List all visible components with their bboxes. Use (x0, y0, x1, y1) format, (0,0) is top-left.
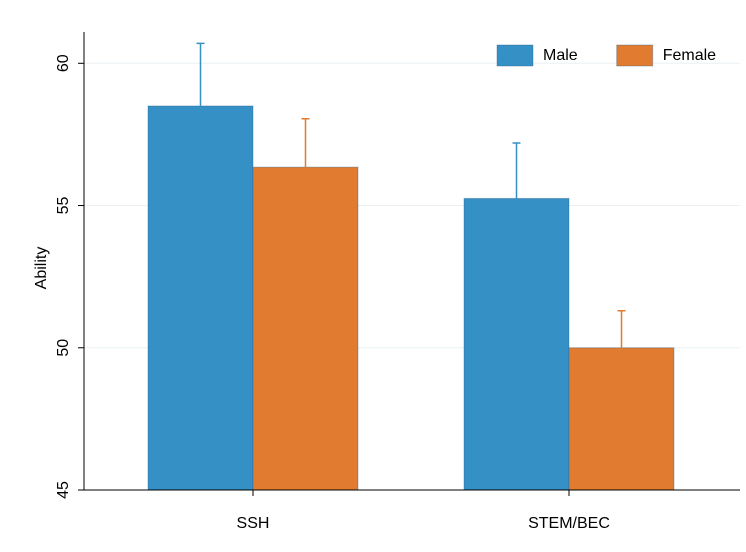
legend-swatch (496, 44, 534, 67)
bar (252, 166, 359, 491)
y-tick-label: 50 (55, 339, 72, 357)
error-bar (301, 118, 310, 217)
y-tick-label: 60 (55, 54, 72, 72)
error-bar (512, 142, 521, 255)
error-bar (196, 42, 205, 170)
legend-label: Female (663, 47, 716, 64)
y-tick-label: 45 (55, 481, 72, 499)
legend-label: Male (543, 47, 578, 64)
x-tick-label: STEM/BEC (528, 515, 610, 532)
y-axis-label: Ability (33, 247, 50, 290)
bar (147, 105, 254, 491)
legend-swatch (616, 44, 654, 67)
x-tick-label: SSH (237, 515, 270, 532)
y-tick-label: 55 (55, 197, 72, 215)
error-bar (617, 310, 626, 386)
